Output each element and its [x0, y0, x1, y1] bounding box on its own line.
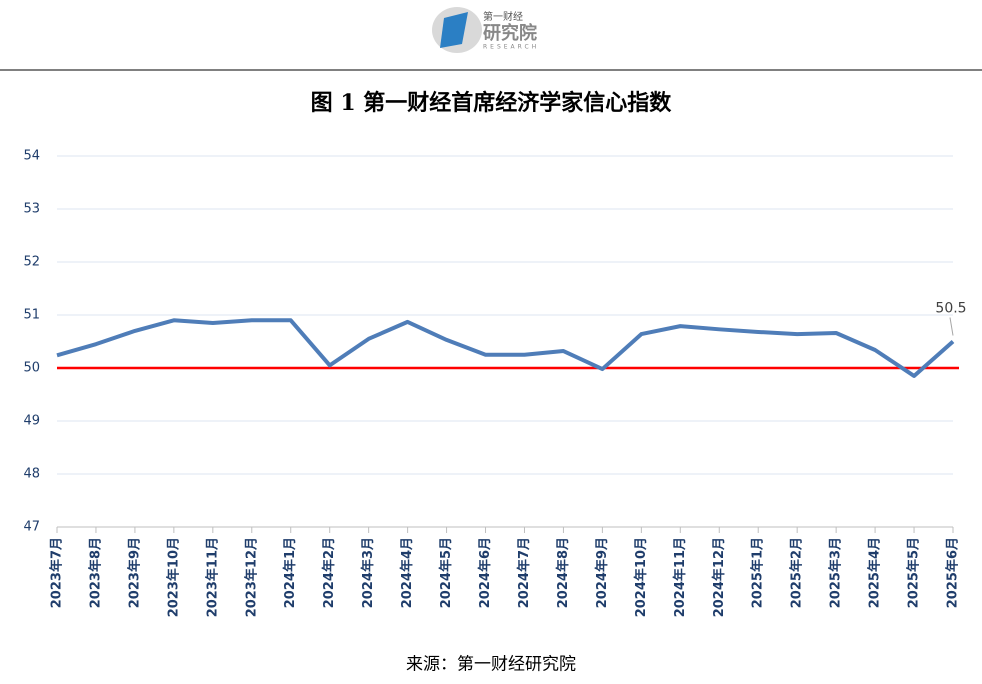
- logo-top: 第一财经: [483, 10, 523, 23]
- x-tick-label: 2025年6月: [945, 537, 961, 608]
- x-tick-label: 2024年2月: [321, 537, 337, 608]
- y-tick-label: 48: [23, 467, 40, 482]
- x-tick-label: 2024年12月: [711, 537, 727, 617]
- logo-sub: RESEARCH: [483, 44, 539, 51]
- x-tick-label: 2025年3月: [828, 537, 844, 608]
- x-tick-label: 2025年5月: [906, 537, 922, 608]
- logo-main: 研究院: [483, 22, 537, 44]
- data-label-leader: [949, 317, 954, 336]
- logo-mark: [440, 12, 468, 48]
- x-tick-label: 2023年8月: [87, 537, 103, 608]
- x-tick-label: 2023年7月: [49, 537, 65, 608]
- y-tick-label: 53: [23, 202, 40, 217]
- y-tick-label: 47: [23, 520, 40, 535]
- x-tick-label: 2024年3月: [360, 537, 376, 608]
- x-tick-label: 2024年10月: [633, 537, 649, 617]
- x-tick-label: 2024年7月: [516, 537, 532, 608]
- y-tick-label: 51: [23, 308, 40, 323]
- x-tick-label: 2025年1月: [750, 537, 766, 608]
- data-label: 50.5: [935, 301, 966, 317]
- x-tick-label: 2024年4月: [399, 537, 415, 608]
- x-tick-label: 2024年5月: [438, 537, 454, 608]
- x-tick-label: 2024年6月: [477, 537, 493, 608]
- y-tick-label: 54: [23, 149, 40, 164]
- x-tick-label: 2024年9月: [594, 537, 610, 608]
- y-tick-label: 49: [23, 414, 40, 429]
- source: 来源：第一财经研究院: [406, 655, 576, 675]
- logo: 第一财经 研究院 RESEARCH: [432, 7, 539, 53]
- x-tick-label: 2025年2月: [789, 537, 805, 608]
- x-tick-label: 2024年8月: [555, 537, 571, 608]
- x-tick-label: 2023年9月: [126, 537, 142, 608]
- x-tick-label: 2024年11月: [672, 537, 688, 617]
- x-tick-label: 2025年4月: [867, 537, 883, 608]
- y-tick-label: 52: [23, 255, 40, 270]
- y-tick-label: 50: [23, 361, 40, 376]
- x-tick-label: 2023年11月: [204, 537, 220, 617]
- chart-title: 图 1 第一财经首席经济学家信心指数: [311, 90, 673, 116]
- series-line: [56, 318, 955, 378]
- x-tick-label: 2023年12月: [243, 537, 259, 617]
- x-tick-label: 2024年1月: [282, 537, 298, 608]
- x-tick-label: 2023年10月: [165, 537, 181, 617]
